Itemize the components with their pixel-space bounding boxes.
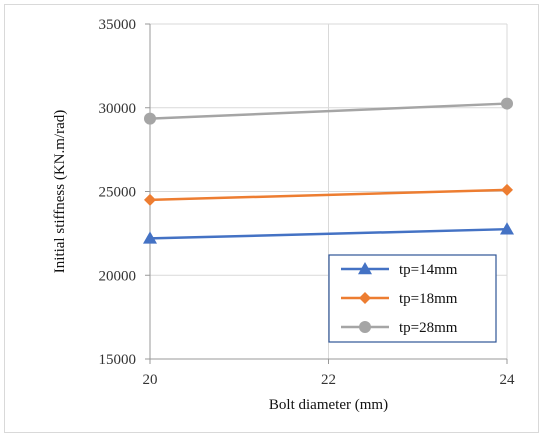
y-axis-label: Initial stiffness (KN.m/rad) (52, 110, 68, 273)
legend-label: tp=14mm (399, 262, 458, 278)
axes (145, 23, 508, 364)
series-line (149, 188, 508, 202)
y-tick-label: 25000 (99, 185, 137, 201)
data-point (500, 222, 514, 235)
data-point (501, 97, 513, 110)
chart-frame (4, 4, 539, 433)
legend-label: tp=18mm (399, 291, 458, 307)
legend-marker (359, 321, 371, 333)
y-tick-label: 30000 (99, 101, 137, 117)
data-point (144, 112, 156, 125)
tick-labels: 15000 20000 25000 30000 35000 20 22 24 (99, 17, 516, 388)
data-point (501, 183, 513, 196)
x-tick-label: 22 (321, 372, 336, 388)
x-axis-label: Bolt diameter (mm) (269, 397, 388, 413)
data-point (144, 193, 156, 206)
x-tick-label: 20 (143, 372, 158, 388)
x-tick-label: 24 (500, 372, 516, 388)
legend: tp=14mm tp=18mm tp=28mm (328, 254, 497, 343)
legend-marker (358, 262, 372, 275)
series-line (149, 102, 508, 120)
y-tick-label: 15000 (99, 352, 137, 368)
data-point (143, 231, 157, 244)
y-tick-label: 20000 (99, 268, 137, 284)
y-tick-label: 35000 (99, 17, 137, 33)
legend-label: tp=28mm (399, 320, 458, 336)
series-layer (143, 97, 514, 244)
series-line (149, 227, 508, 240)
legend-marker (359, 292, 371, 304)
